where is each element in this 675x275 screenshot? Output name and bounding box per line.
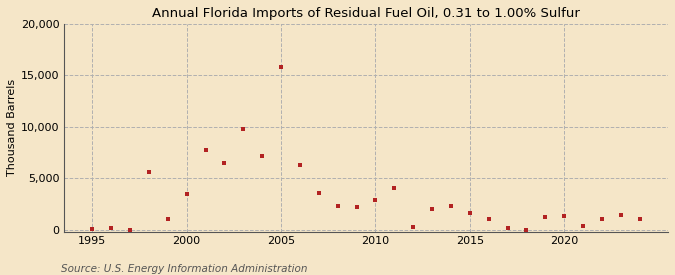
Title: Annual Florida Imports of Residual Fuel Oil, 0.31 to 1.00% Sulfur: Annual Florida Imports of Residual Fuel … xyxy=(152,7,580,20)
Text: Source: U.S. Energy Information Administration: Source: U.S. Energy Information Administ… xyxy=(61,264,307,274)
Point xyxy=(578,224,589,228)
Point xyxy=(483,216,494,221)
Point xyxy=(540,215,551,220)
Point xyxy=(597,216,608,221)
Point xyxy=(163,216,173,221)
Point xyxy=(427,207,437,211)
Point xyxy=(446,204,456,208)
Y-axis label: Thousand Barrels: Thousand Barrels xyxy=(7,79,17,177)
Point xyxy=(238,127,248,131)
Point xyxy=(87,227,98,231)
Point xyxy=(559,214,570,219)
Point xyxy=(634,216,645,221)
Point xyxy=(144,170,155,174)
Point xyxy=(275,65,286,69)
Point xyxy=(616,213,626,218)
Point xyxy=(389,185,400,190)
Point xyxy=(313,191,324,195)
Point xyxy=(200,147,211,152)
Point xyxy=(125,228,136,232)
Point xyxy=(502,226,513,230)
Point xyxy=(351,205,362,209)
Point xyxy=(294,163,305,167)
Point xyxy=(408,225,418,229)
Point xyxy=(181,192,192,196)
Point xyxy=(464,211,475,216)
Point xyxy=(256,153,267,158)
Point xyxy=(521,228,532,232)
Point xyxy=(106,226,117,230)
Point xyxy=(370,198,381,202)
Point xyxy=(219,161,230,165)
Point xyxy=(332,204,343,208)
